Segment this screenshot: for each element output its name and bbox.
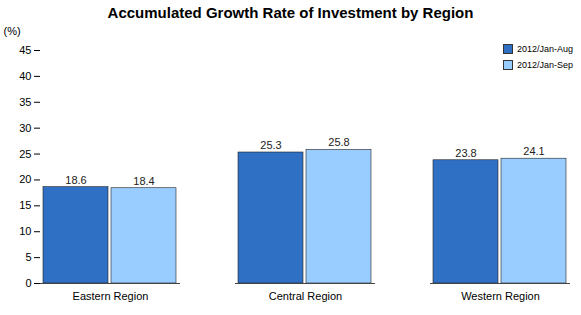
- svg-text:24.1: 24.1: [523, 145, 544, 157]
- html-text:2012/Jan-Aug: 2012/Jan-Aug: [517, 44, 573, 54]
- svg-text:45: 45: [19, 44, 31, 56]
- svg-text:30: 30: [19, 122, 31, 134]
- svg-text:Central Region: Central Region: [269, 290, 342, 302]
- svg-text:18.6: 18.6: [65, 174, 86, 186]
- svg-text:0: 0: [25, 277, 31, 289]
- html-text:Accumulated Growth Rate of Inv: Accumulated Growth Rate of Investment by…: [107, 4, 474, 21]
- svg-text:18.4: 18.4: [133, 175, 154, 187]
- svg-text:23.8: 23.8: [455, 147, 476, 159]
- svg-text:25.8: 25.8: [328, 136, 349, 148]
- svg-text:25: 25: [19, 148, 31, 160]
- svg-text:25.3: 25.3: [260, 139, 281, 151]
- svg-text:Western Region: Western Region: [461, 290, 540, 302]
- svg-text:40: 40: [19, 70, 31, 82]
- svg-text:5: 5: [25, 251, 31, 263]
- svg-text:(%): (%): [4, 25, 21, 37]
- html-text:2012/Jan-Sep: 2012/Jan-Sep: [517, 60, 573, 70]
- svg-text:20: 20: [19, 173, 31, 185]
- svg-text:Eastern Region: Eastern Region: [73, 290, 149, 302]
- svg-text:15: 15: [19, 199, 31, 211]
- svg-text:35: 35: [19, 96, 31, 108]
- svg-text:10: 10: [19, 225, 31, 237]
